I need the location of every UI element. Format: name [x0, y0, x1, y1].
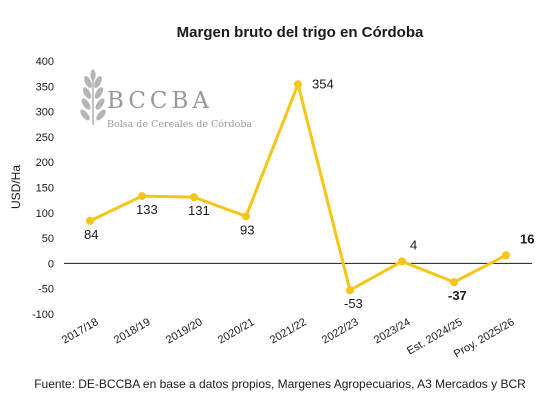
source-note: Fuente: DE-BCCBA en base a datos propios…: [34, 377, 526, 391]
data-label: -53: [344, 296, 363, 311]
x-tick-label: 2021/22: [268, 316, 308, 346]
data-point: [242, 212, 250, 221]
data-label: 354: [312, 76, 334, 91]
y-axis-label: USD/Ha: [9, 165, 23, 209]
x-tick-label: 2022/23: [320, 316, 360, 346]
series-line: [89, 82, 507, 292]
x-tick-label: 2018/19: [112, 316, 152, 346]
y-tick-label: 350: [36, 81, 54, 93]
data-point: [398, 257, 406, 266]
data-label: 131: [188, 203, 210, 218]
data-label: 93: [240, 222, 254, 237]
y-tick-label: 50: [42, 233, 54, 245]
logo-name: BCCBA: [107, 88, 213, 114]
wheat-icon: [80, 69, 106, 125]
y-tick-label: 150: [36, 183, 54, 195]
x-tick-label: 2019/20: [164, 316, 204, 346]
y-tick-label: 300: [36, 107, 54, 119]
y-tick-label: 200: [36, 157, 54, 169]
data-point: [450, 278, 458, 287]
y-axis: -100 -50 0 50 100 150 200 250 300 350 400: [32, 56, 54, 321]
bccba-logo: BCCBA Bolsa de Cereales de Córdoba: [80, 69, 252, 130]
data-label: 16: [520, 231, 534, 246]
y-tick-label: 400: [36, 56, 54, 68]
data-point: [138, 192, 146, 201]
data-label: 4: [410, 237, 417, 252]
x-axis: 2017/18 2018/19 2019/20 2020/21 2021/22 2022/…: [60, 316, 516, 360]
data-points: [86, 80, 510, 295]
x-tick-label: 2020/21: [216, 316, 256, 346]
data-point: [294, 80, 302, 89]
data-point: [346, 286, 354, 295]
chart-title: Margen bruto del trigo en Córdoba: [177, 24, 424, 41]
y-tick-label: -50: [38, 284, 54, 296]
y-tick-label: 250: [36, 132, 54, 144]
x-tick-label: 2017/18: [60, 316, 100, 346]
data-point: [190, 193, 198, 202]
data-point: [86, 216, 94, 225]
y-tick-label: 100: [36, 208, 54, 220]
data-label: 84: [84, 227, 98, 242]
y-tick-label: 0: [48, 258, 54, 270]
data-label: -37: [448, 288, 467, 303]
y-tick-label: -100: [32, 309, 54, 321]
x-tick-label: 2023/24: [372, 316, 412, 346]
logo-subtitle: Bolsa de Cereales de Córdoba: [107, 119, 252, 130]
data-labels: 84 133 131 93 354 -53 4 -37 16: [84, 76, 534, 311]
data-label: 133: [136, 202, 158, 217]
data-point: [502, 251, 510, 260]
